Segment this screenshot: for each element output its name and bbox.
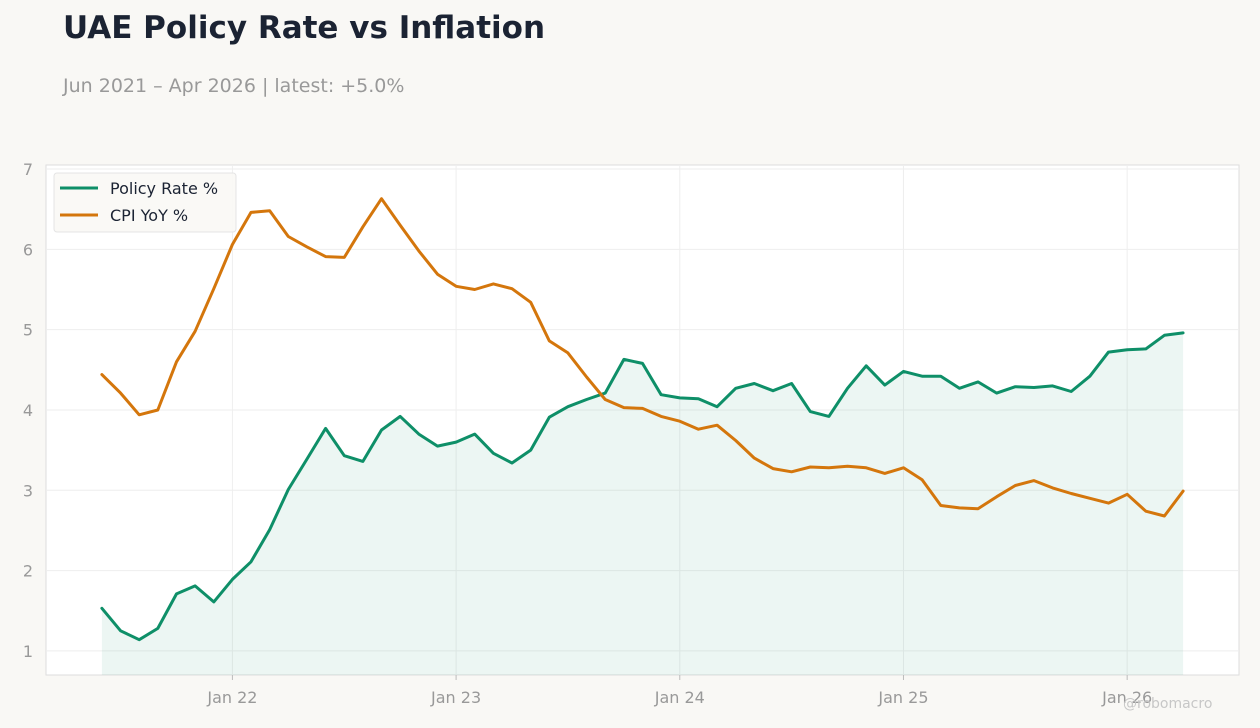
- y-tick-label: 7: [23, 160, 33, 179]
- x-tick-label: Jan 23: [430, 688, 481, 707]
- y-tick-label: 1: [23, 642, 33, 661]
- y-tick-label: 5: [23, 321, 33, 340]
- area-layer: [101, 332, 1184, 675]
- series-line-cpi-yoy: [100, 197, 1185, 518]
- chart-subtitle: Jun 2021 – Apr 2026 | latest: +5.0%: [63, 75, 405, 97]
- plot-area: [45, 164, 1240, 676]
- y-tick-label: 4: [23, 401, 33, 420]
- legend-label-policy-rate: Policy Rate %: [110, 179, 218, 198]
- y-tick-label: 6: [23, 240, 33, 259]
- area-policy-rate: [101, 332, 1184, 675]
- chart-title: UAE Policy Rate vs Inflation: [63, 10, 546, 46]
- legend-label-cpi-yoy: CPI YoY %: [110, 206, 188, 225]
- legend-box: [53, 172, 237, 233]
- y-axis: 1 2 3 4 5 6 7: [23, 160, 33, 661]
- series-line-policy-rate: [100, 331, 1185, 642]
- y-tick-label: 3: [23, 481, 33, 500]
- x-tick-label: Jan 22: [206, 688, 257, 707]
- x-tick-label: Jan 26: [1101, 688, 1152, 707]
- watermark: @robomacro: [1123, 696, 1213, 712]
- y-tick-label: 2: [23, 562, 33, 581]
- x-tick-label: Jan 25: [877, 688, 928, 707]
- legend: Policy Rate % CPI YoY %: [53, 172, 237, 233]
- x-tick-label: Jan 24: [654, 688, 705, 707]
- line-layer: [100, 197, 1185, 642]
- x-axis: Jan 22 Jan 23 Jan 24 Jan 25 Jan 26: [206, 675, 1152, 707]
